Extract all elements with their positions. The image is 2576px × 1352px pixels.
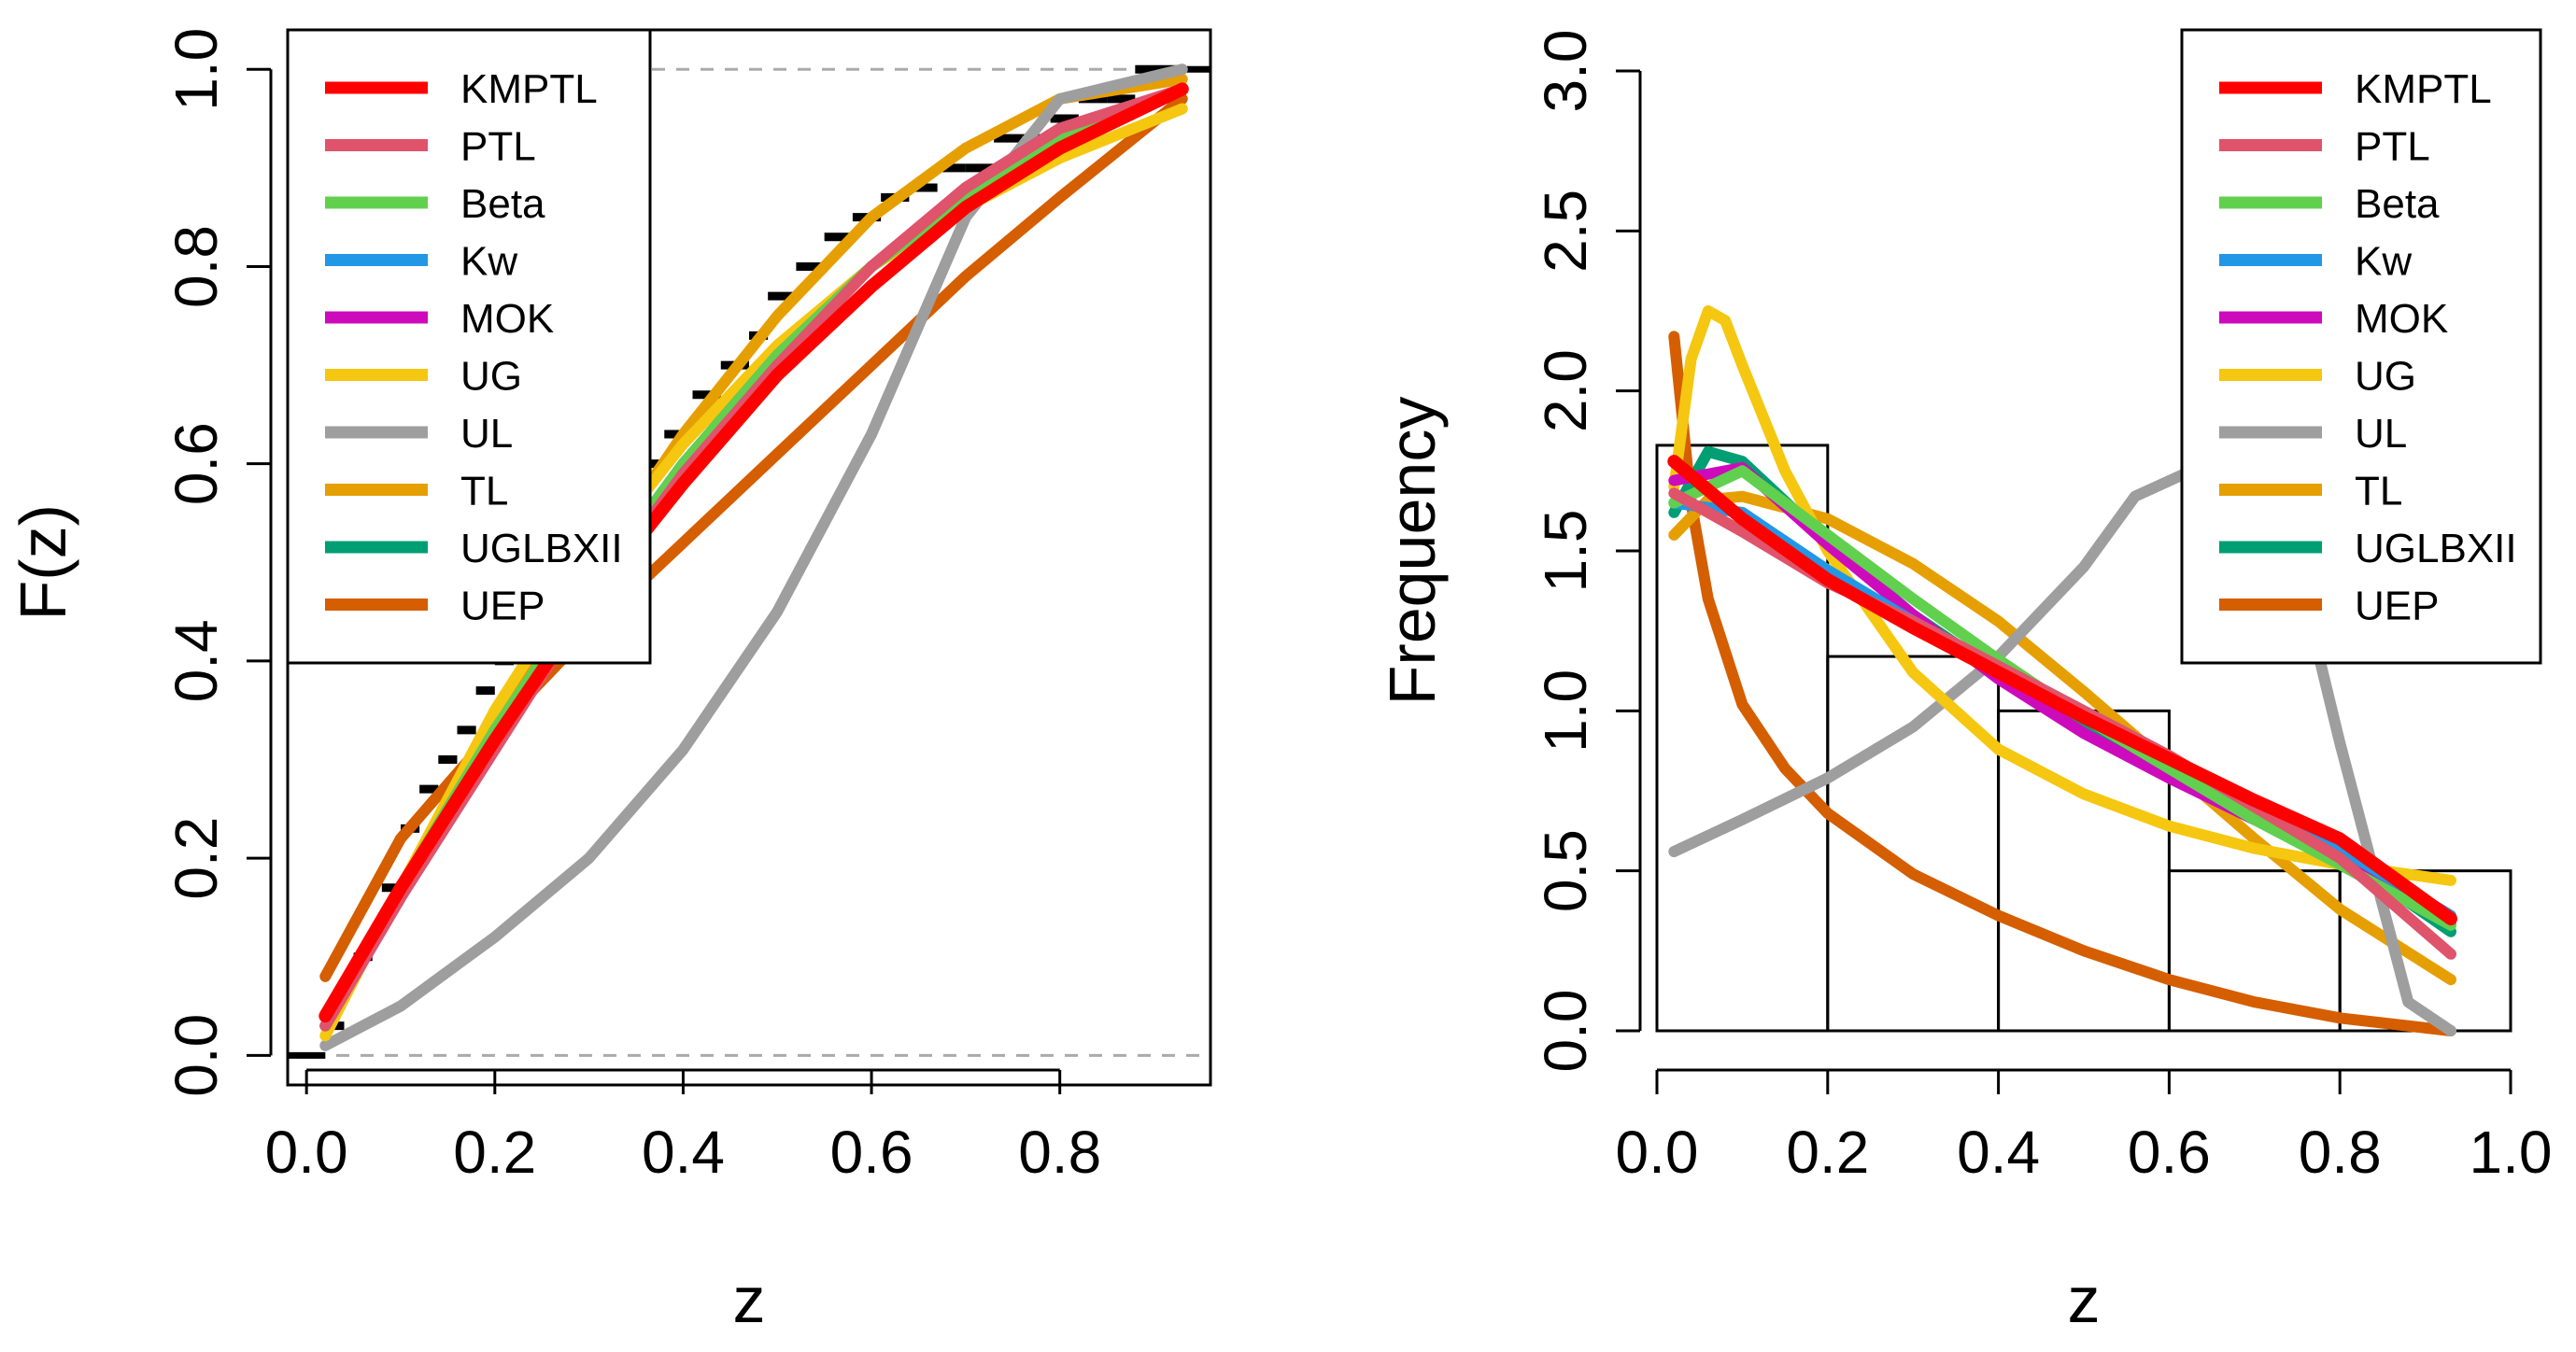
histogram-panel: 0.0 0.2 0.4 0.6 0.8 1.0 z 0.0 0.5 1.0 1.5 2.0 2.5 3.0… — [1376, 28, 2553, 1336]
legend-label: UGLBXII — [460, 526, 623, 571]
y-tick-label: 1.0 — [163, 28, 230, 111]
legend-item: KMPTL — [2219, 66, 2492, 112]
legend-box — [2180, 28, 2542, 665]
series-line-uep — [1668, 331, 2456, 1036]
legend-label: MOK — [460, 296, 554, 342]
y-tick-label: 0.2 — [163, 817, 230, 900]
y-tick-label: 3.0 — [1532, 30, 1599, 113]
legend-item: PTL — [2219, 124, 2430, 170]
y-tick-label: 2.5 — [1532, 190, 1599, 273]
y-tick-label: 0.0 — [1532, 990, 1599, 1073]
cdf-panel: 0.0 0.2 0.4 0.6 0.8 z 0.0 0.2 0.4 0.6 0.8 1.0 F(z) KM… — [7, 28, 1212, 1336]
legend-item: UEP — [2219, 584, 2439, 629]
legend-item: UG — [2219, 354, 2416, 400]
legend-label: PTL — [460, 124, 536, 170]
x-tick-label: 0.4 — [1957, 1119, 2040, 1186]
legend-item: UGLBXII — [2219, 526, 2517, 571]
legend-label: UL — [2355, 411, 2407, 457]
series-line-kmptl — [318, 82, 1189, 1023]
x-tick-label: 0.4 — [642, 1119, 725, 1186]
legend-label: UGLBXII — [2355, 526, 2517, 571]
y-axis-label: F(z) — [7, 504, 79, 620]
x-axis-label: z — [733, 1263, 766, 1336]
legend-label: Beta — [460, 181, 545, 227]
series-line-tl — [1668, 490, 2456, 986]
legend-label: Beta — [2355, 181, 2440, 227]
legend-label: UL — [460, 411, 513, 457]
legend-item: UG — [325, 354, 522, 400]
legend-item: Beta — [2219, 181, 2440, 227]
y-tick-label: 0.6 — [163, 422, 230, 505]
legend-label: MOK — [2355, 296, 2448, 342]
x-tick-label: 0.8 — [1018, 1119, 1101, 1186]
legend-label: UEP — [460, 584, 545, 629]
y-tick-label: 0.4 — [163, 619, 230, 702]
legend-item: UL — [325, 411, 513, 457]
legend-label: TL — [2355, 469, 2402, 514]
legend-item: UL — [2219, 411, 2407, 457]
series-line-ul — [1668, 456, 2456, 1036]
legend-label: Kw — [2355, 239, 2412, 285]
x-tick-label: 1.0 — [2470, 1119, 2553, 1186]
y-tick-label: 1.0 — [1532, 669, 1599, 753]
series-line-kmptl — [1667, 455, 2457, 926]
x-tick-label: 0.6 — [2128, 1119, 2211, 1186]
y-tick-label: 2.0 — [1532, 349, 1599, 432]
y-tick-label: 1.5 — [1532, 510, 1599, 593]
legend-item: UEP — [325, 584, 545, 629]
y-tick-label: 0.5 — [1532, 829, 1599, 912]
x-tick-label: 0.0 — [1616, 1119, 1699, 1186]
x-tick-label: 0.2 — [1786, 1119, 1869, 1186]
x-tick-label: 0.8 — [2299, 1119, 2382, 1186]
legend-label: PTL — [2355, 124, 2430, 170]
y-tick-label: 0.8 — [163, 225, 230, 308]
legend-item: PTL — [325, 124, 536, 170]
legend-item: Kw — [2219, 239, 2412, 285]
legend-label: UG — [460, 354, 522, 400]
legend-item: UGLBXII — [325, 526, 623, 571]
legend-box — [286, 28, 652, 665]
series-line-uep — [319, 92, 1188, 982]
legend-item: MOK — [2219, 296, 2448, 342]
legend-item: KMPTL — [325, 66, 598, 112]
legend-item: Beta — [325, 181, 545, 227]
x-axis-label: z — [2068, 1263, 2101, 1336]
legend: KMPTL PTL Beta Kw MOK UG UL TL UGLBXII UEP — [286, 28, 652, 665]
x-tick-label: 0.0 — [265, 1119, 348, 1186]
legend-item: TL — [325, 469, 508, 514]
legend-label: KMPTL — [460, 66, 598, 112]
legend: KMPTL PTL Beta Kw MOK UG UL TL UGLBXII UEP — [2180, 28, 2542, 665]
legend-item: MOK — [325, 296, 554, 342]
legend-label: UG — [2355, 354, 2416, 400]
legend-item: Kw — [325, 239, 517, 285]
x-tick-label: 0.6 — [830, 1119, 913, 1186]
legend-label: TL — [460, 469, 508, 514]
legend-label: KMPTL — [2355, 66, 2492, 112]
y-tick-label: 0.0 — [163, 1014, 230, 1097]
x-tick-label: 0.2 — [453, 1119, 536, 1186]
legend-label: Kw — [460, 239, 517, 285]
legend-item: TL — [2219, 469, 2402, 514]
series-line-ug — [1668, 305, 2456, 886]
y-axis-label: Frequency — [1376, 397, 1449, 706]
legend-label: UEP — [2355, 584, 2439, 629]
